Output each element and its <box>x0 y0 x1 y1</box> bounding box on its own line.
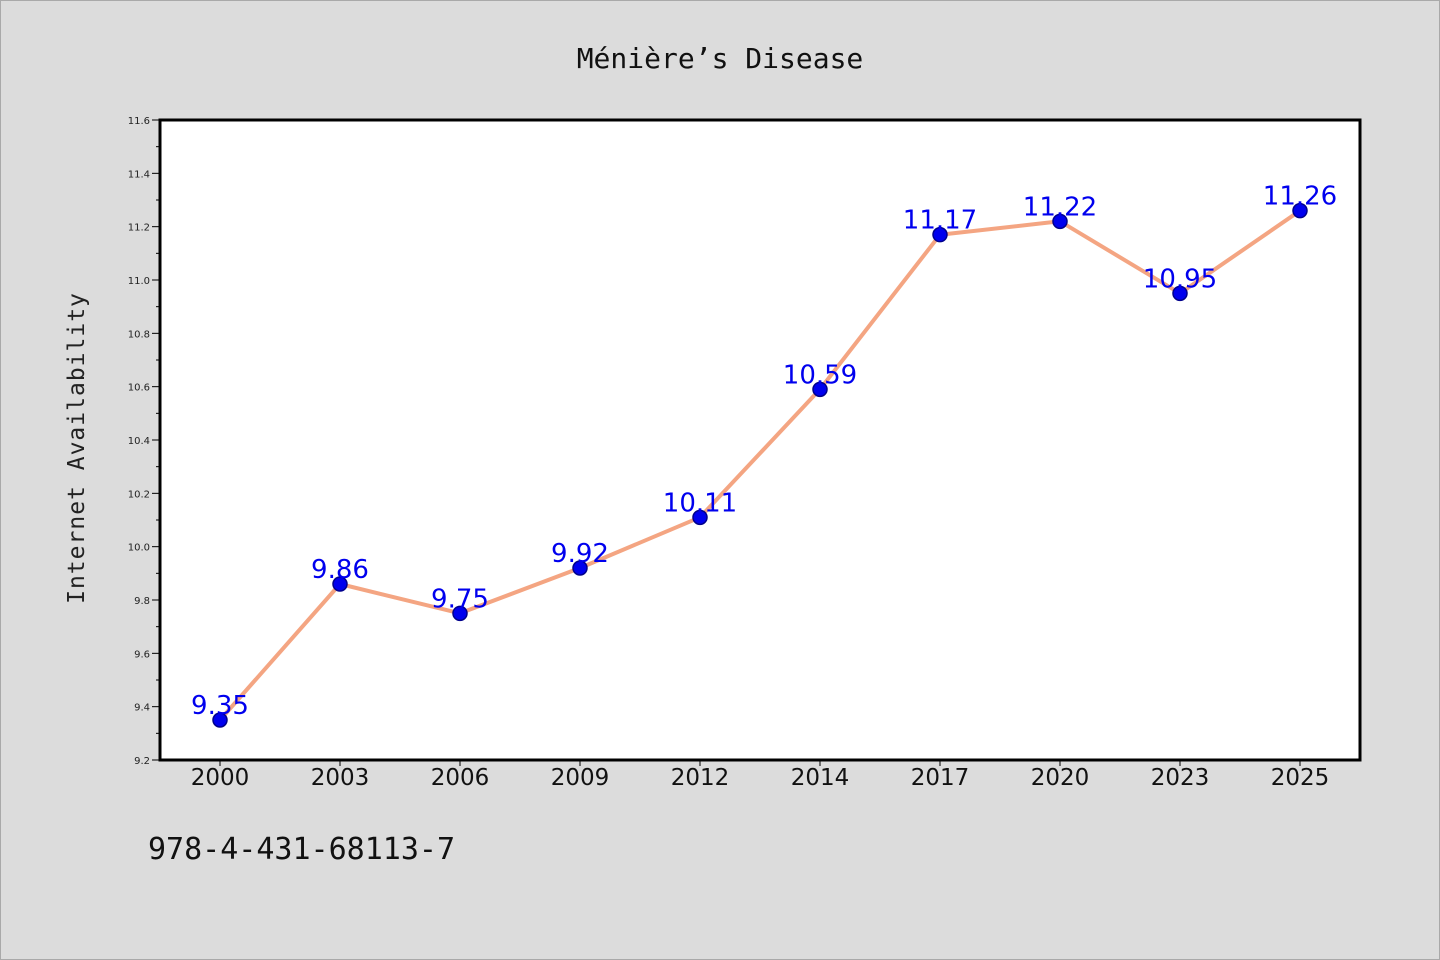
data-point <box>572 560 588 576</box>
y-tick-label: 10.8 <box>128 329 150 340</box>
footnote-text: 978-4-431-68113-7 <box>148 832 456 867</box>
x-axis-ticks: 2000 2003 2006 2009 2012 2014 2017 2020 2023 2025 <box>191 760 1330 791</box>
data-point <box>1052 213 1068 230</box>
y-tick-label: 10.2 <box>128 489 150 500</box>
y-tick-label: 11.2 <box>128 223 150 234</box>
x-tick-label: 2009 <box>551 765 610 791</box>
y-tick-label: 11.6 <box>128 116 150 127</box>
data-point <box>452 605 468 622</box>
data-point <box>332 576 348 592</box>
y-tick-label: 10.0 <box>128 543 150 554</box>
y-tick-label: 9.6 <box>134 649 150 660</box>
data-label: 11.22 <box>1023 192 1097 222</box>
data-point <box>1292 202 1308 219</box>
x-tick-label: 2012 <box>671 765 730 791</box>
y-axis-ticks: 9.2 9.4 9.6 9.8 10.0 10.2 10.4 10.6 10.8 11.0 11.2… <box>128 116 160 767</box>
data-label: 10.11 <box>663 488 737 518</box>
data-point <box>932 226 948 243</box>
data-label: 10.95 <box>1143 264 1217 294</box>
data-label: 9.75 <box>431 584 489 614</box>
y-tick-label: 11.4 <box>128 169 150 180</box>
x-tick-label: 2006 <box>431 765 490 791</box>
data-point <box>212 712 228 728</box>
data-label: 11.17 <box>903 206 977 236</box>
chart-title: Ménière’s Disease <box>577 42 864 75</box>
data-label: 10.59 <box>783 360 857 390</box>
x-tick-label: 2014 <box>791 765 850 791</box>
data-point <box>692 509 708 526</box>
data-point <box>1172 285 1188 302</box>
y-axis-label: Internet Availability <box>64 292 90 604</box>
data-label: 11.26 <box>1263 182 1337 212</box>
y-tick-label: 9.4 <box>134 703 150 714</box>
y-tick-label: 10.4 <box>128 436 150 447</box>
y-tick-label: 10.6 <box>128 383 150 394</box>
x-tick-label: 2000 <box>191 765 250 791</box>
data-label: 9.86 <box>311 555 369 585</box>
data-label: 9.92 <box>551 539 609 569</box>
series-line <box>218 209 1302 722</box>
x-tick-label: 2023 <box>1151 765 1210 791</box>
y-tick-label: 9.2 <box>134 756 150 767</box>
x-tick-label: 2003 <box>311 765 370 791</box>
data-labels: 9.35 9.86 9.75 9.92 10.11 10.59 11.17 11.22 10.9… <box>191 182 1337 721</box>
y-tick-label: 9.8 <box>134 596 150 607</box>
x-tick-label: 2025 <box>1271 765 1330 791</box>
y-tick-label: 11.0 <box>128 276 150 287</box>
data-label: 9.35 <box>191 691 249 721</box>
x-tick-label: 2017 <box>911 765 970 791</box>
plot-area <box>158 118 1362 762</box>
x-tick-label: 2020 <box>1031 765 1090 791</box>
data-markers <box>212 202 1308 728</box>
data-point <box>812 381 828 398</box>
